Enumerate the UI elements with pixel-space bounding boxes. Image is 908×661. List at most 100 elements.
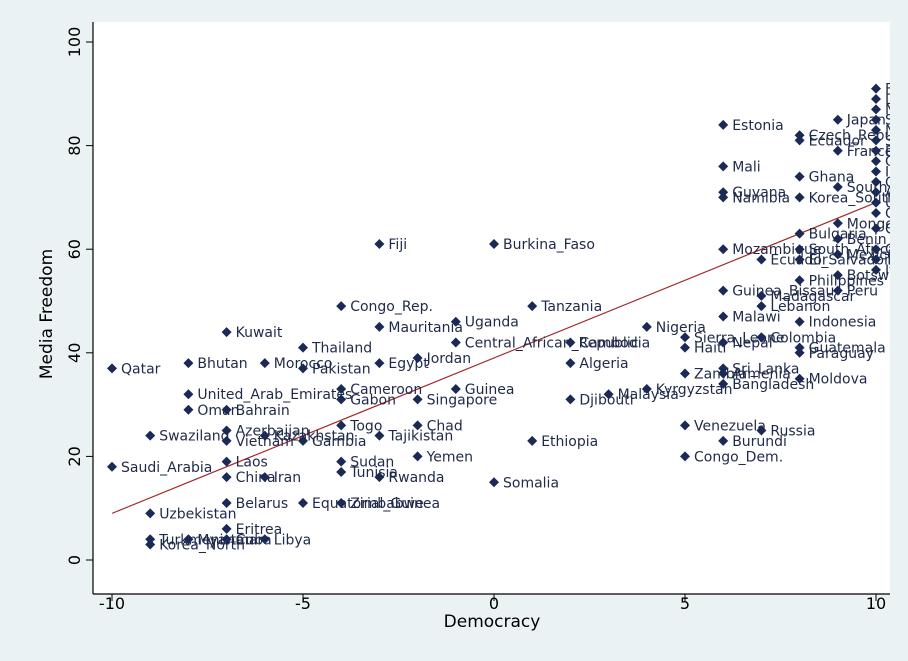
point-marker xyxy=(871,176,881,187)
point-label: Estonia xyxy=(732,118,784,134)
point-label: Thailand xyxy=(311,341,372,357)
point-marker xyxy=(871,207,881,218)
point-marker xyxy=(832,285,843,296)
scatter-point: Togo xyxy=(336,418,382,434)
point-marker xyxy=(718,192,729,203)
scatter-point: Vietnam xyxy=(221,434,294,450)
scatter-point: Thailand xyxy=(298,341,372,357)
scatter-point: Korea_South xyxy=(794,190,890,206)
point-label: Haiti xyxy=(694,341,726,357)
point-marker xyxy=(221,435,232,446)
point-label: Costa_Rica xyxy=(885,206,908,222)
scatter-point: Jordan xyxy=(412,351,471,367)
point-marker xyxy=(871,166,881,177)
point-marker xyxy=(336,498,347,509)
point-label: Paraguay xyxy=(809,346,874,362)
point-label: Rwanda xyxy=(388,470,444,486)
point-marker xyxy=(680,342,690,353)
point-marker xyxy=(832,145,843,156)
scatter-point: Ecuador xyxy=(794,133,866,149)
scatter-point: Tajikistan xyxy=(374,429,453,445)
scatter-point: Libya xyxy=(259,532,311,548)
point-marker xyxy=(183,358,194,369)
scatter-point: Uruguay xyxy=(871,196,890,212)
point-marker xyxy=(680,368,690,379)
point-marker xyxy=(871,244,881,255)
scatter-point: Estonia xyxy=(718,118,784,134)
point-label: Algeria xyxy=(579,356,628,372)
point-marker xyxy=(794,275,805,286)
point-marker xyxy=(871,197,881,208)
point-marker xyxy=(871,254,881,265)
point-marker xyxy=(794,130,805,141)
scatter-point: Central_African_Republic xyxy=(450,335,638,351)
point-label: Belarus xyxy=(236,496,289,512)
x-tick-label: 10 xyxy=(866,594,886,613)
scatter-point: Guinea xyxy=(450,382,514,398)
scatter-point: Guyana xyxy=(718,185,786,201)
scatter-point: Costa_Rica xyxy=(871,206,908,222)
point-marker xyxy=(489,477,499,488)
point-marker xyxy=(718,378,729,389)
point-marker xyxy=(756,425,767,436)
x-axis-title: Democracy xyxy=(444,612,541,632)
point-marker xyxy=(718,161,729,172)
scatter-point: Sweden xyxy=(871,113,890,129)
point-label: Nigeria xyxy=(656,320,706,336)
scatter-point: Germany xyxy=(871,154,890,170)
point-label: Eritrea xyxy=(236,522,283,538)
scatter-point: Congo_Rep. xyxy=(336,299,433,315)
point-label: Cambodia xyxy=(579,335,650,351)
point-marker xyxy=(221,404,232,415)
point-marker xyxy=(794,254,805,265)
point-marker xyxy=(298,363,308,374)
point-marker xyxy=(756,301,767,312)
scatter-point: Congo_Dem. xyxy=(680,449,783,465)
point-marker xyxy=(221,534,232,545)
point-label: South_Africa xyxy=(809,242,897,258)
scatter-point: Philippines xyxy=(794,273,884,289)
point-marker xyxy=(871,104,881,115)
point-label: Australia xyxy=(885,185,908,201)
point-label: Philippines xyxy=(809,273,884,289)
scatter-point: Cameroon xyxy=(336,382,422,398)
point-marker xyxy=(871,187,881,198)
point-marker xyxy=(680,420,690,431)
axes-layer: 0 20 40 60 80 100 -10 -5 0 5 10 xyxy=(65,22,890,613)
point-label: Cameroon xyxy=(350,382,422,398)
scatter-point: Qatar xyxy=(107,361,161,377)
point-label: Mauritania xyxy=(388,320,463,336)
point-label: Congo_Dem. xyxy=(694,449,783,465)
point-label: Lebanon xyxy=(770,299,830,315)
point-marker xyxy=(718,363,729,374)
scatter-point: Korea_North xyxy=(145,537,245,553)
point-label: Botswana xyxy=(847,268,908,284)
point-marker xyxy=(871,264,881,275)
scatter-point: Peru xyxy=(832,284,878,300)
y-tick-label: 60 xyxy=(65,239,84,259)
scatter-point: Fiji xyxy=(374,237,407,253)
point-marker xyxy=(794,171,805,182)
point-label: Denmark xyxy=(885,92,908,108)
point-marker xyxy=(298,435,308,446)
scatter-point: Kyrgyzstan xyxy=(641,382,733,398)
scatter-point: Namibia xyxy=(718,190,790,206)
point-marker xyxy=(718,337,729,348)
point-marker xyxy=(680,332,690,343)
point-marker xyxy=(871,114,881,125)
scatter-point: Tunisia xyxy=(336,465,398,481)
point-label: Burundi xyxy=(732,434,787,450)
scatter-point: Chile xyxy=(871,221,890,237)
point-marker xyxy=(221,523,232,534)
point-marker xyxy=(336,384,347,395)
point-label: Czech_Republic xyxy=(809,128,908,144)
scatter-point: Gambia xyxy=(298,434,366,450)
scatter-point: Pakistan xyxy=(298,361,371,377)
scatter-point: Gabon xyxy=(336,392,396,408)
point-label: Gabon xyxy=(350,392,396,408)
point-marker xyxy=(259,430,270,441)
point-label: Singapore xyxy=(427,392,498,408)
point-marker xyxy=(107,461,117,472)
point-marker xyxy=(794,342,805,353)
